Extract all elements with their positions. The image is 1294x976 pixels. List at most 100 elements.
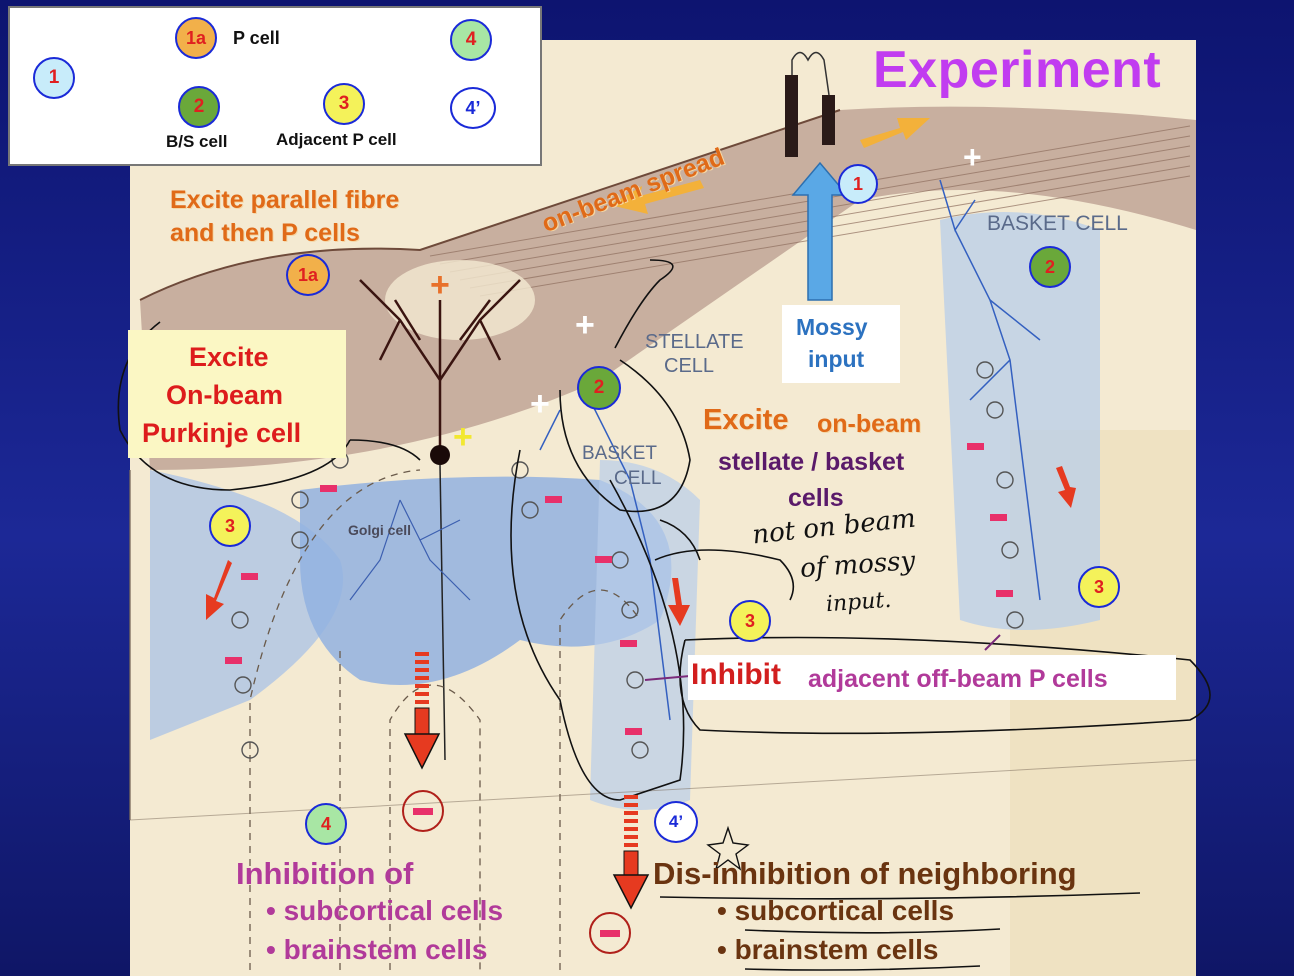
legend-marker-2: 2 bbox=[178, 86, 220, 128]
legend-marker-1a: 1a bbox=[175, 17, 217, 59]
plus-white-3: + bbox=[963, 139, 982, 175]
mossy-input-box bbox=[782, 305, 900, 383]
purkinje-label-line3: Purkinje cell bbox=[142, 418, 302, 448]
minus-ring-right bbox=[589, 912, 631, 954]
underline-strokes bbox=[659, 892, 1141, 971]
golgi-region bbox=[300, 476, 672, 685]
marker-1-mossy: 1 bbox=[838, 164, 878, 204]
mossy-input-line1: Mossy bbox=[796, 314, 868, 340]
disinhibition-label: Dis-inhibition of neighboring bbox=[653, 856, 1077, 891]
golgi-dendrites bbox=[349, 499, 471, 601]
mossy-arrow bbox=[791, 161, 849, 301]
marker-3-left-label: 3 bbox=[224, 515, 235, 536]
axon-arrow-left bbox=[403, 652, 441, 770]
handwritten-loops bbox=[117, 259, 1211, 801]
purkinje-soma bbox=[430, 445, 450, 465]
folium-edge bbox=[139, 109, 841, 301]
legend-p-cell-label: P cell bbox=[233, 28, 280, 48]
mossy-input-line2: input bbox=[808, 346, 865, 372]
block-edge-bottom bbox=[129, 759, 1197, 821]
legend-marker-4p: 4’ bbox=[450, 87, 496, 129]
stellate-cell-label-line2: CELL bbox=[664, 355, 715, 377]
marker-4p-bottom: 4’ bbox=[654, 801, 698, 843]
marker-1a-purkinje-label: 1a bbox=[297, 264, 319, 285]
basket-cell-center-line1: BASKET bbox=[582, 443, 657, 464]
plus-yellow: + bbox=[453, 418, 473, 456]
on-beam-word-label: on-beam bbox=[817, 410, 922, 438]
purkinje-label-box bbox=[128, 330, 346, 458]
excite-parallel-fibre-line2: and then P cells bbox=[170, 219, 360, 247]
marker-3-right-label: 3 bbox=[1093, 576, 1104, 597]
marker-4-bottom: 4 bbox=[305, 803, 347, 845]
legend-marker-2-label: 2 bbox=[193, 96, 205, 117]
minus-mark-3 bbox=[225, 657, 242, 664]
inhibit-word-label: Inhibit bbox=[691, 658, 781, 691]
marker-1a-purkinje: 1a bbox=[286, 254, 330, 296]
red-arrows bbox=[206, 466, 1076, 626]
minus-mark-5 bbox=[595, 556, 612, 563]
legend-marker-3-label: 3 bbox=[338, 93, 350, 114]
plus-white-2: + bbox=[530, 385, 550, 423]
golgi-cell-label: Golgi cell bbox=[348, 522, 412, 538]
minus-ring-right-bar bbox=[600, 929, 620, 937]
disinhibition-bullet-2: • brainstem cells bbox=[717, 934, 939, 965]
molecular-layer bbox=[140, 106, 1196, 471]
purkinje-label-line1: Excite bbox=[189, 342, 269, 372]
marker-3-left: 3 bbox=[209, 505, 251, 547]
marker-4p-bottom-label: 4’ bbox=[668, 812, 684, 831]
minus-mark-8 bbox=[967, 443, 984, 450]
inhibition-of-label: Inhibition of bbox=[236, 856, 414, 891]
marker-4-bottom-label: 4 bbox=[320, 813, 331, 834]
legend-marker-1-label: 1 bbox=[48, 67, 60, 88]
disinhibition-bullet-1: • subcortical cells bbox=[717, 895, 955, 926]
marker-3-center-label: 3 bbox=[744, 610, 755, 631]
basket-cell-right-label: BASKET CELL bbox=[987, 212, 1128, 235]
minus-mark-2 bbox=[241, 573, 258, 580]
legend-marker-1: 1 bbox=[33, 57, 75, 99]
purkinje-label-line2: On-beam bbox=[166, 380, 284, 410]
inhibit-connector-right bbox=[984, 634, 1001, 651]
legend-marker-4-label: 4 bbox=[465, 29, 477, 50]
minus-mark-6 bbox=[620, 640, 637, 647]
legend-bs-cell-label: B/S cell bbox=[166, 132, 228, 151]
cell-bulbs bbox=[231, 361, 1024, 759]
page-title: Experiment bbox=[873, 41, 1162, 99]
inhibit-label-box bbox=[688, 655, 1176, 700]
purkinje-axon bbox=[439, 464, 446, 761]
legend-adjacent-p-cell-label: Adjacent P cell bbox=[276, 130, 397, 149]
plus-white-1: + bbox=[575, 306, 595, 344]
stellate-basket-line1: stellate / basket bbox=[718, 448, 905, 476]
marker-1-mossy-label: 1 bbox=[852, 173, 863, 194]
legend-marker-4p-label: 4’ bbox=[465, 97, 481, 118]
adjacent-offbeam-label: adjacent off-beam P cells bbox=[808, 665, 1108, 693]
legend-marker-3: 3 bbox=[323, 83, 365, 125]
axon-arrow-right bbox=[612, 795, 650, 910]
minus-mark-1 bbox=[320, 485, 337, 492]
minus-ring-left bbox=[402, 790, 444, 832]
inhibit-connector-left bbox=[644, 675, 691, 681]
marker-2-basket-right: 2 bbox=[1029, 246, 1071, 288]
marker-2-center-label: 2 bbox=[593, 377, 605, 398]
inhibition-bullet-2: • brainstem cells bbox=[266, 934, 488, 965]
granular-left bbox=[150, 470, 344, 740]
electrode bbox=[785, 51, 835, 157]
marker-2-center: 2 bbox=[577, 366, 621, 410]
legend-marker-4: 4 bbox=[450, 19, 492, 61]
stellate-basket-line2: cells bbox=[788, 484, 844, 512]
legend-marker-1a-label: 1a bbox=[185, 27, 207, 48]
minus-mark-9 bbox=[990, 514, 1007, 521]
minus-ring-left-bar bbox=[413, 807, 433, 815]
minus-mark-7 bbox=[625, 728, 642, 735]
handwritten-note-line3: input. bbox=[825, 587, 893, 618]
on-beam-arrows bbox=[610, 118, 930, 214]
granular-right bbox=[940, 212, 1100, 630]
minus-mark-10 bbox=[996, 590, 1013, 597]
granular-center bbox=[590, 460, 700, 810]
minus-mark-4 bbox=[545, 496, 562, 503]
dotted-patch bbox=[385, 260, 535, 340]
purkinje-dendrites bbox=[359, 279, 521, 455]
inhibition-bullet-1: • subcortical cells bbox=[266, 895, 504, 926]
plus-orange: + bbox=[430, 266, 450, 304]
marker-3-right: 3 bbox=[1078, 566, 1120, 608]
